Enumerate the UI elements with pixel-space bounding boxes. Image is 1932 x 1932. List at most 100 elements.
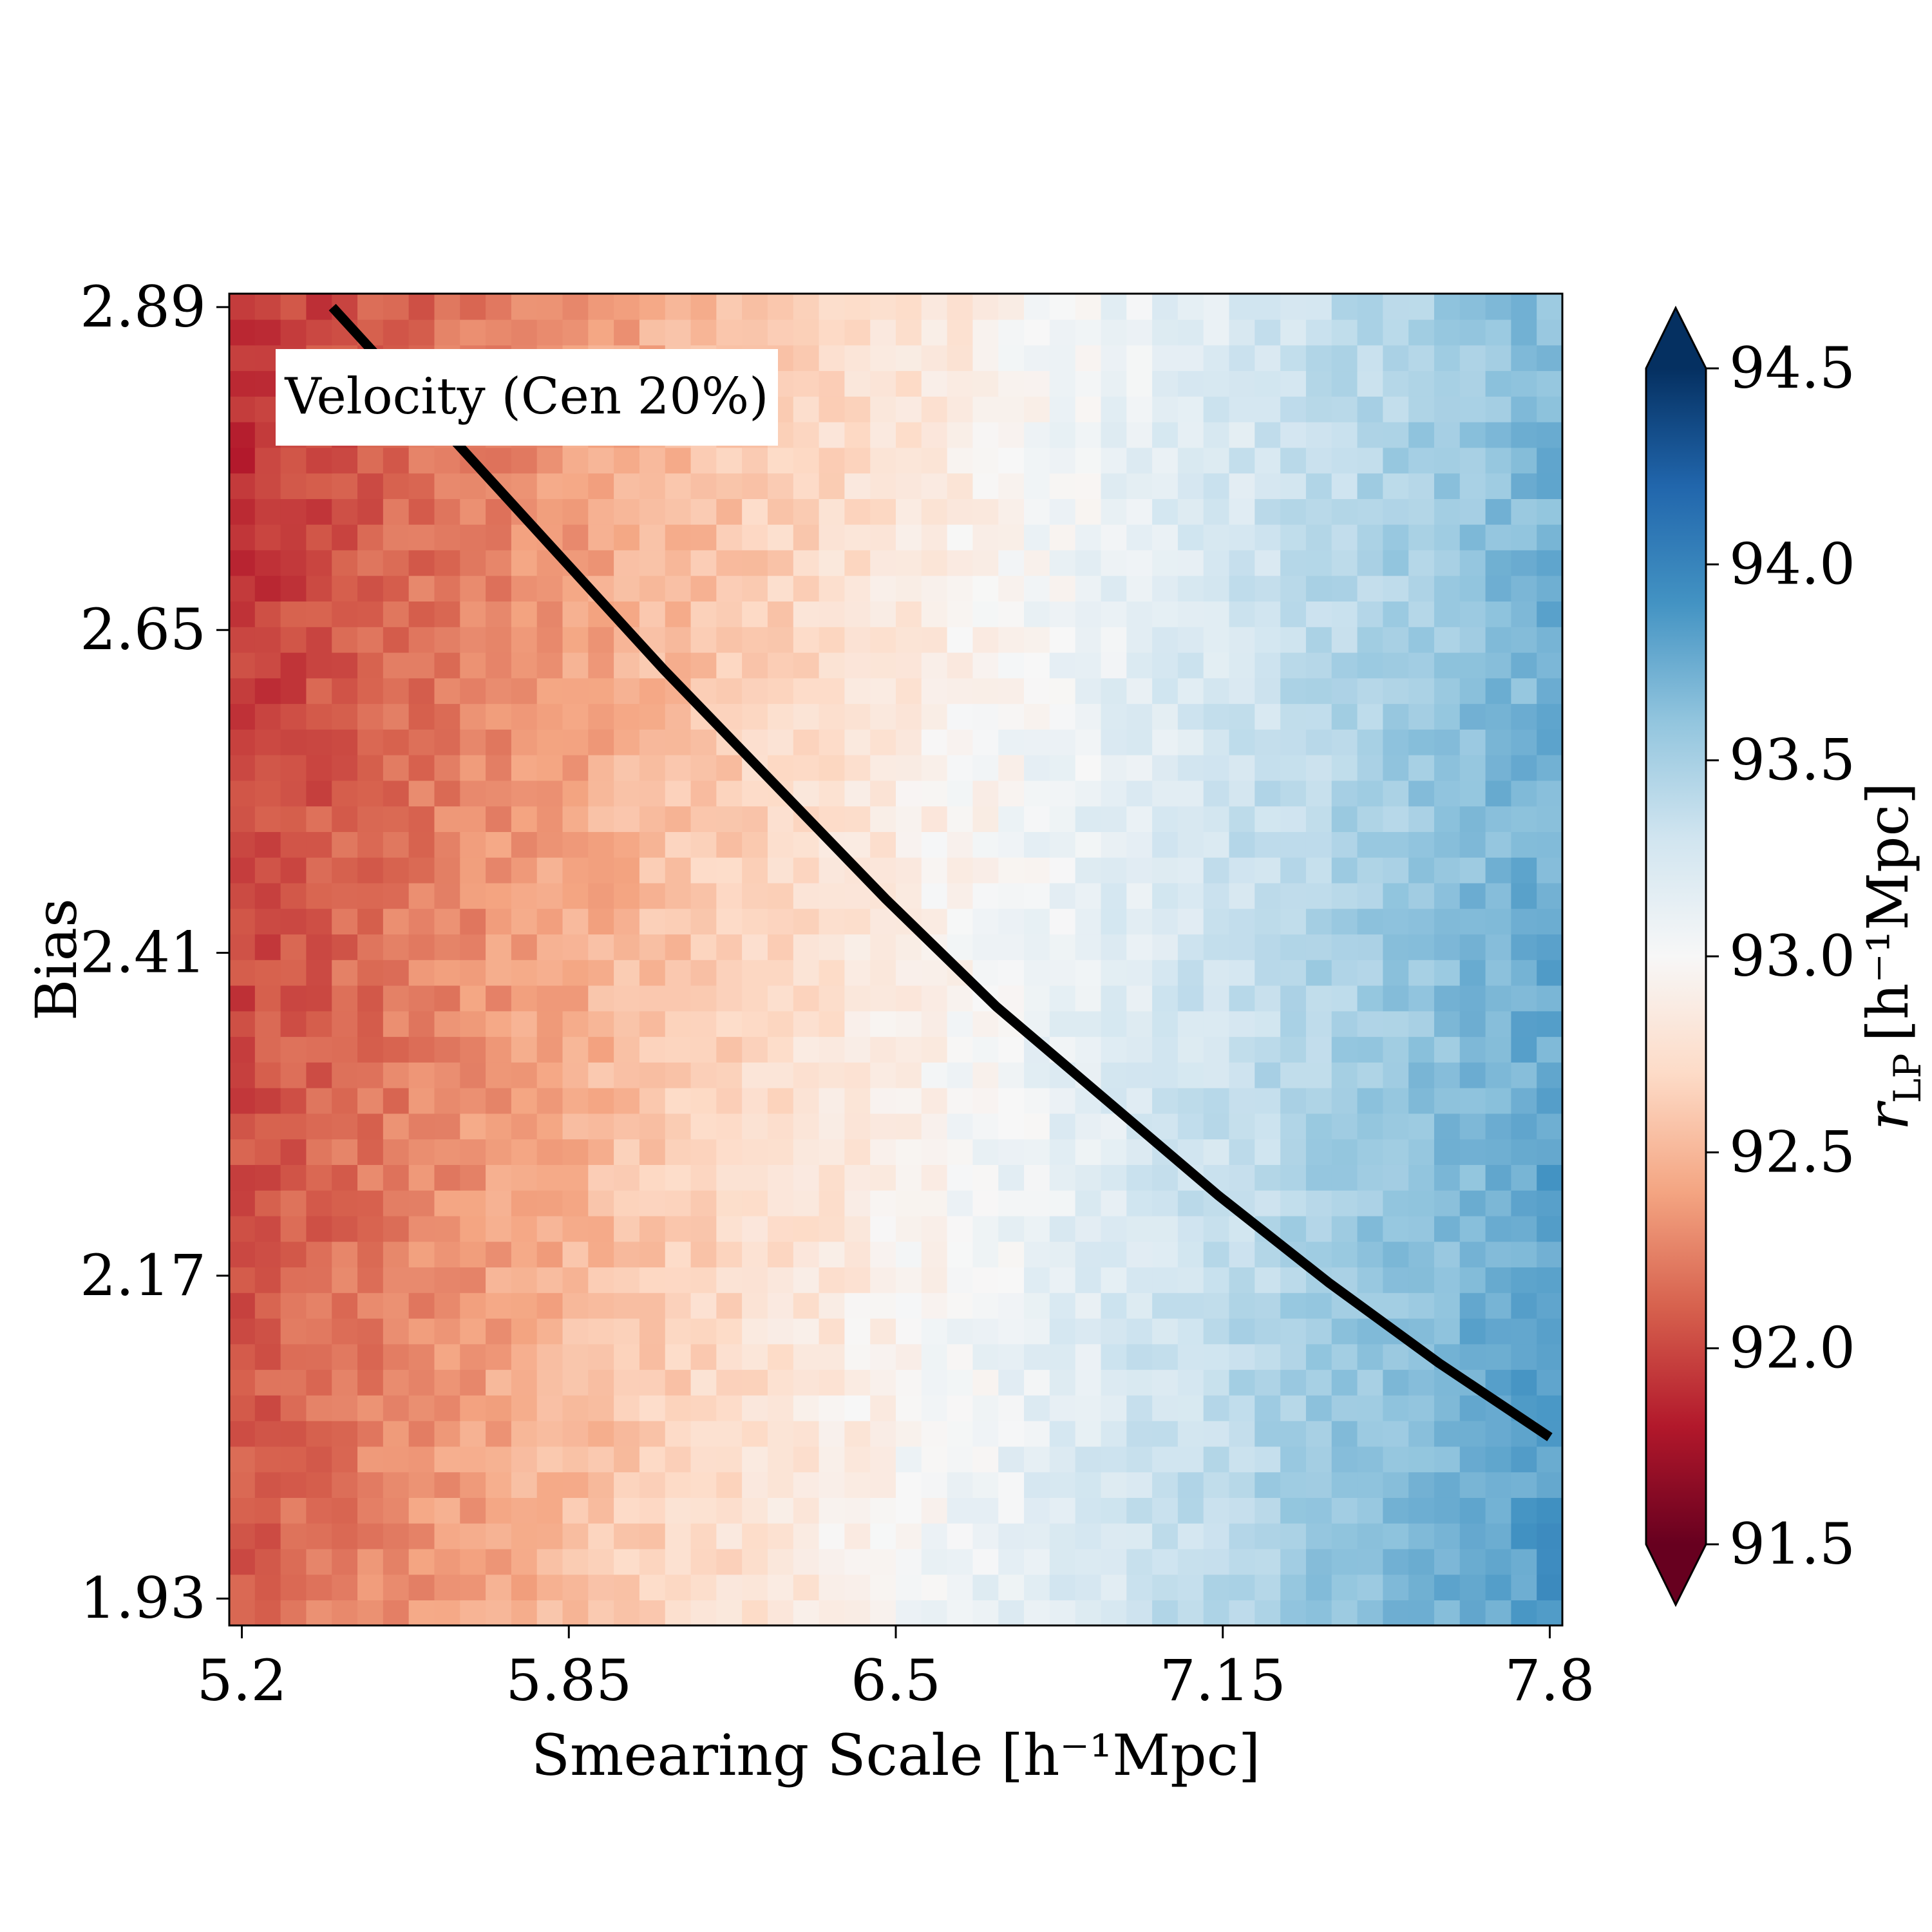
heatmap-cell (742, 447, 768, 474)
heatmap-cell (1024, 421, 1050, 448)
heatmap-cell (1049, 1189, 1076, 1217)
heatmap-cell (1331, 345, 1358, 372)
heatmap-cell (1255, 703, 1281, 730)
heatmap-cell (254, 729, 281, 755)
heatmap-cell (819, 754, 846, 781)
heatmap-cell (1126, 1318, 1153, 1345)
heatmap-cell (614, 703, 640, 730)
heatmap-cell (229, 780, 256, 807)
heatmap-cell (588, 1215, 614, 1242)
heatmap-cell (921, 345, 948, 372)
heatmap-cell (639, 1574, 666, 1601)
heatmap-cell (1126, 627, 1153, 653)
heatmap-cell (408, 549, 435, 576)
heatmap-cell (1485, 1497, 1512, 1524)
heatmap-cell (1434, 882, 1461, 909)
heatmap-cell (972, 473, 999, 499)
heatmap-cell (1537, 524, 1563, 551)
heatmap-cell (793, 498, 820, 525)
heatmap-cell (614, 1293, 640, 1319)
heatmap-cell (511, 549, 538, 576)
heatmap-cell (357, 1497, 384, 1524)
heatmap-cell (614, 677, 640, 705)
heatmap-cell (690, 601, 717, 627)
heatmap-cell (562, 754, 589, 781)
heatmap-cell (1280, 396, 1307, 422)
heatmap-cell (921, 985, 948, 1012)
heatmap-cell (408, 1600, 435, 1626)
heatmap-cell (921, 1318, 948, 1345)
heatmap-cell (460, 1522, 486, 1549)
heatmap-cell (1049, 1010, 1076, 1037)
heatmap-cell (332, 1369, 358, 1396)
heatmap-cell (921, 370, 948, 397)
heatmap-cell (1177, 882, 1204, 909)
heatmap-cell (306, 1522, 333, 1549)
heatmap-cell (357, 1600, 384, 1626)
heatmap-cell (896, 1395, 922, 1421)
heatmap-cell (357, 677, 384, 705)
heatmap-cell (665, 1574, 692, 1601)
heatmap-cell (434, 627, 461, 653)
heatmap-cell (357, 1395, 384, 1421)
heatmap-cell (486, 1600, 512, 1626)
heatmap-cell (1024, 473, 1050, 499)
heatmap-cell (357, 1267, 384, 1293)
heatmap-cell (896, 1293, 922, 1319)
heatmap-cell (1357, 1574, 1384, 1601)
heatmap-cell (434, 1497, 461, 1524)
y-tick-label: 2.89 (80, 274, 206, 340)
heatmap-cell (998, 575, 1025, 602)
heatmap-cell (1331, 396, 1358, 422)
heatmap-cell (1408, 370, 1435, 397)
heatmap-cell (1357, 1600, 1384, 1626)
heatmap-cell (1331, 447, 1358, 474)
heatmap-cell (1229, 601, 1256, 627)
heatmap-cell (1024, 1420, 1050, 1447)
heatmap-cell (1408, 652, 1435, 679)
heatmap-cell (1101, 1215, 1128, 1242)
heatmap-cell (716, 1113, 743, 1140)
heatmap-cell (383, 294, 410, 320)
heatmap-cell (1408, 908, 1435, 935)
heatmap-cell (1255, 1062, 1281, 1088)
heatmap-cell (511, 1113, 538, 1140)
heatmap-cell (896, 370, 922, 397)
heatmap-cell (1255, 1318, 1281, 1345)
heatmap-cell (1049, 960, 1076, 986)
heatmap-cell (1203, 575, 1230, 602)
heatmap-cell (1126, 1215, 1153, 1242)
heatmap-cell (1152, 345, 1179, 372)
heatmap-cell (1383, 1087, 1409, 1114)
heatmap-cell (1305, 652, 1332, 679)
heatmap-cell (1434, 1087, 1461, 1114)
heatmap-cell (1305, 729, 1332, 755)
heatmap-cell (1511, 396, 1537, 422)
heatmap-cell (1537, 882, 1563, 909)
heatmap-cell (998, 703, 1025, 730)
heatmap-cell (1408, 575, 1435, 602)
heatmap-cell (665, 934, 692, 960)
heatmap-cell (1075, 754, 1102, 781)
heatmap-cell (1305, 1293, 1332, 1319)
heatmap-cell (819, 498, 846, 525)
heatmap-cell (536, 1574, 564, 1601)
heatmap-cell (254, 294, 281, 320)
heatmap-cell (665, 780, 692, 807)
heatmap-cell (1305, 908, 1332, 935)
heatmap-cell (870, 985, 896, 1012)
heatmap-cell (793, 857, 820, 884)
heatmap-cell (1408, 729, 1435, 755)
heatmap-cell (1485, 780, 1512, 807)
heatmap-cell (614, 934, 640, 960)
heatmap-cell (1305, 1446, 1332, 1473)
heatmap-cell (1152, 1189, 1179, 1217)
heatmap-cell (639, 960, 666, 986)
heatmap-cell (1203, 473, 1230, 499)
heatmap-cell (460, 1087, 486, 1114)
heatmap-cell (1434, 729, 1461, 755)
heatmap-cell (767, 1343, 794, 1370)
heatmap-cell (639, 1369, 666, 1396)
heatmap-cell (254, 1036, 281, 1063)
heatmap-cell (767, 1113, 794, 1140)
